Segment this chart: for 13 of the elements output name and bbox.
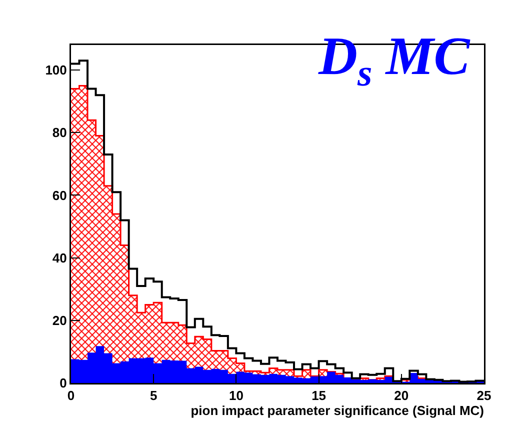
- x-tick-label: 20: [394, 388, 409, 404]
- x-tick-label: 5: [150, 388, 158, 404]
- y-tick-label: 80: [52, 125, 67, 140]
- x-tick-label: 15: [312, 388, 326, 404]
- y-tick-label: 100: [45, 62, 67, 78]
- y-tick-label: 40: [52, 250, 67, 266]
- x-tick-label: 10: [228, 388, 244, 404]
- y-tick-label: 20: [52, 312, 67, 328]
- x-tick-label: 25: [476, 388, 492, 404]
- x-axis-title: pion impact parameter significance (Signal MC): [190, 403, 484, 418]
- y-tick-label: 60: [52, 188, 67, 203]
- chart-title: D$_{s}$ MC: [318, 26, 471, 94]
- y-tick-label: 0: [60, 376, 67, 391]
